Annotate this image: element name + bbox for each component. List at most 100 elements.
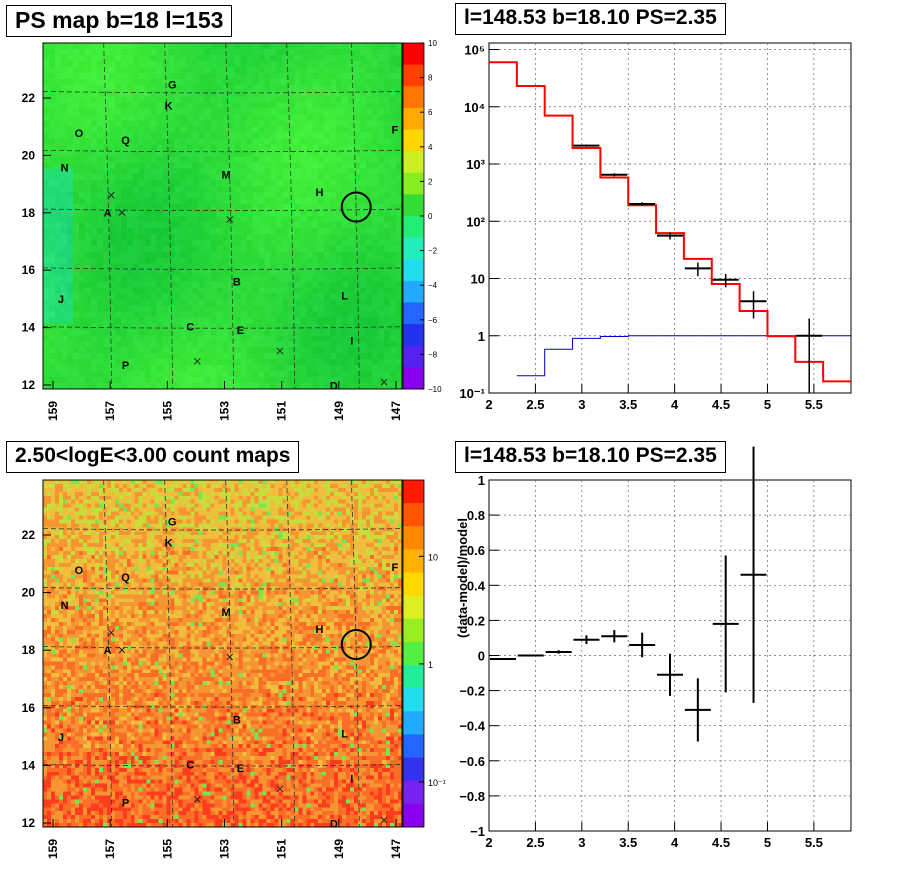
count-colorbar-tick-label: 10⁻¹ <box>428 778 446 788</box>
ps-colorbar-cell <box>403 107 424 130</box>
count-map-parallel <box>42 764 403 767</box>
count-map-group: GK O Q F N M H A B J L C E I P D 159 157 155 153 151 149 147 22… <box>22 479 403 859</box>
ps-colorbar-cell <box>403 86 424 109</box>
count-colorbar-cell <box>403 757 424 782</box>
ps-map-meridian <box>164 42 174 390</box>
ps-source-label: P <box>122 360 129 372</box>
count-map-marker <box>118 646 126 654</box>
count-source-label: C <box>186 760 194 772</box>
ps-x-tick-label: 147 <box>389 401 403 421</box>
residual-x-tick-label: 5.5 <box>805 835 823 850</box>
ps-source-label: D <box>330 381 338 393</box>
ps-map-pixels <box>43 43 402 389</box>
residual-x-tick-label: 4 <box>671 835 679 850</box>
count-map-parallel <box>42 528 403 531</box>
residual-x-tick-label: 3.5 <box>619 835 637 850</box>
count-colorbar-cell <box>403 480 424 504</box>
spectrum-y-tick-label: 10² <box>466 214 485 229</box>
spectrum-plot: 2 2.5 3 3.5 4 4.5 5 5.5 10⁵ 10⁴ 10³ 10² 10 1 10⁻¹ <box>459 42 852 412</box>
spectrum-x-tick-label: 3 <box>578 397 585 412</box>
ps-colorbar-cell <box>403 216 424 239</box>
count-y-tick-label: 12 <box>22 816 36 830</box>
count-source-label: O <box>75 565 84 577</box>
ps-source-label: G <box>168 80 177 92</box>
spectrum-y-tick-label: 10⁵ <box>464 43 485 58</box>
count-x-tick-label: 151 <box>275 839 289 859</box>
count-map-parallel <box>42 646 403 649</box>
count-x-tick-label: 159 <box>46 839 60 859</box>
ps-colorbar-cell <box>403 151 424 174</box>
ps-colorbar-tick-label: −4 <box>428 281 438 290</box>
spectrum-x-tick-label: 3.5 <box>619 397 637 412</box>
residual-y-tick-label: −0.2 <box>459 684 485 699</box>
ps-source-label: A <box>104 208 112 220</box>
ps-map-marker <box>226 216 234 223</box>
count-map-title: 2.50<logE<3.00 count maps <box>6 441 300 473</box>
count-x-tick-label: 155 <box>160 839 174 859</box>
count-y-tick-label: 14 <box>22 758 36 772</box>
ps-colorbar-tick-label: −2 <box>428 247 438 256</box>
ps-map-marker <box>276 347 284 355</box>
residual-y-axis-label: (data-model)/model <box>455 518 470 638</box>
ps-y-tick-label: 20 <box>22 148 36 162</box>
spectrum-y-tick-label: 10⁴ <box>464 100 485 115</box>
ps-map-meridian <box>225 42 235 390</box>
count-colorbar-cell <box>403 572 424 597</box>
spectrum-background-line <box>516 335 851 377</box>
count-map-marker <box>107 629 115 637</box>
spectrum-y-tick-label: 10³ <box>466 157 485 172</box>
ps-map-parallel <box>42 326 403 329</box>
residual-y-tick-label: 0.2 <box>467 613 485 628</box>
count-map-pixels <box>43 480 402 827</box>
ps-source-label: B <box>233 277 241 289</box>
spectrum-frame <box>488 42 852 394</box>
ps-colorbar-cell <box>403 324 424 347</box>
ps-source-label: I <box>350 336 353 348</box>
ps-colorbar-cell <box>403 367 424 390</box>
ps-source-label: N <box>61 163 69 175</box>
count-map-parallel <box>42 705 403 708</box>
ps-map-group: GK O Q F N M H A B J L C E I P D 159 157 155 153 151 149 147 22… <box>22 42 403 421</box>
ps-colorbar-cell <box>403 259 424 282</box>
ps-map-marker <box>118 209 126 216</box>
ps-map-parallel <box>42 267 403 270</box>
spectrum-title: l=148.53 b=18.10 PS=2.35 <box>455 3 726 35</box>
residual-x-tick-label: 5 <box>764 835 771 850</box>
count-colorbar: 10 1 10⁻¹ <box>402 479 446 828</box>
count-colorbar-cell <box>403 803 424 828</box>
count-y-tick-label: 18 <box>22 643 36 657</box>
count-x-tick-label: 153 <box>218 839 232 859</box>
ps-y-tick-label: 18 <box>22 206 36 220</box>
ps-y-tick-label: 14 <box>22 321 36 335</box>
count-source-label: B <box>233 714 241 726</box>
ps-map-meridian <box>350 42 360 390</box>
residual-x-tick-label: 4.5 <box>712 835 730 850</box>
ps-source-label: O <box>75 128 84 140</box>
ps-map-title: PS map b=18 l=153 <box>6 5 233 37</box>
ps-map-marker <box>194 357 201 365</box>
ps-colorbar-tick-label: 10 <box>428 39 437 48</box>
count-map-marker <box>276 785 284 793</box>
residual-y-tick-label: 0.4 <box>467 578 486 593</box>
ps-colorbar-cell <box>403 64 424 87</box>
ps-colorbar-tick-label: 6 <box>428 108 433 117</box>
ps-colorbar-cell <box>403 302 424 325</box>
residual-y-tick-label: −0.4 <box>459 719 485 734</box>
spectrum-y-tick-label: 10 <box>471 272 485 287</box>
spectrum-x-tick-label: 2.5 <box>526 397 544 412</box>
ps-colorbar-cell <box>403 43 424 66</box>
ps-colorbar-tick-label: −8 <box>428 350 438 359</box>
count-source-label: H <box>315 624 323 636</box>
ps-source-circle <box>340 191 372 223</box>
count-source-circle <box>340 629 372 661</box>
count-colorbar-cell <box>403 688 424 712</box>
count-colorbar-frame <box>402 479 425 828</box>
ps-colorbar-tick-label: 0 <box>428 212 433 221</box>
ps-source-label: K <box>165 100 173 112</box>
count-colorbar-cell <box>403 780 424 805</box>
ps-map-parallel <box>42 91 403 94</box>
ps-x-tick-label: 159 <box>46 401 60 421</box>
ps-map-meridian <box>103 42 113 390</box>
count-source-label: G <box>168 517 177 529</box>
